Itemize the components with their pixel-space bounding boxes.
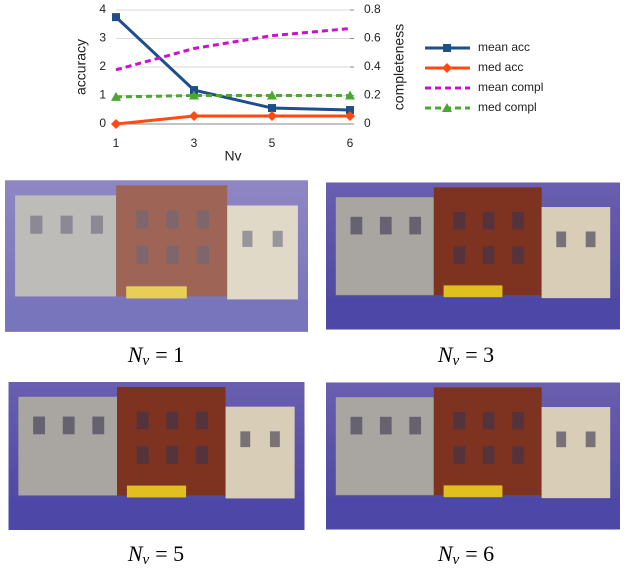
- series-line: [115, 94, 350, 99]
- data-point: [345, 90, 355, 100]
- caption-eq: = 1: [155, 342, 184, 367]
- caption: Nv = 6: [437, 541, 494, 568]
- caption: Nv = 3: [437, 342, 494, 369]
- data-point: [267, 111, 277, 122]
- caption-eq: = 6: [465, 541, 494, 566]
- legend-label: mean compl: [478, 80, 543, 94]
- data-point: [345, 111, 355, 122]
- data-point: [267, 90, 277, 100]
- y-tick-label: 3: [99, 31, 106, 45]
- data-point: [111, 91, 121, 101]
- y-tick-label: 4: [99, 2, 106, 16]
- reconstruction-image: [326, 182, 620, 330]
- series-line: [114, 16, 351, 112]
- series-line: [115, 114, 350, 126]
- y2-tick-label: 0.2: [364, 88, 381, 102]
- data-point: [268, 104, 276, 113]
- x-tick-label: 3: [191, 136, 198, 150]
- y-tick-label: 0: [99, 116, 106, 130]
- legend-label: mean acc: [478, 40, 530, 54]
- data-point: [346, 106, 354, 115]
- caption-sub: v: [143, 552, 150, 568]
- data-point: [111, 119, 121, 129]
- caption-var: N: [437, 342, 454, 367]
- y2-axis-label: completeness: [391, 24, 407, 110]
- data-point: [190, 86, 198, 95]
- x-tick-label: 6: [347, 136, 354, 150]
- caption-sub: v: [453, 353, 460, 369]
- y-axis-label: accuracy: [73, 39, 89, 95]
- legend-marker: [442, 63, 452, 73]
- x-tick-label: 1: [113, 136, 120, 150]
- y2-tick-label: 0.8: [364, 2, 381, 16]
- legend-marker: [442, 103, 452, 112]
- legend-marker: [443, 44, 451, 52]
- y2-tick-label: 0.6: [364, 31, 381, 45]
- y2-tick-label: 0.4: [364, 59, 381, 73]
- legend-label: med acc: [478, 60, 523, 74]
- x-tick-label: 5: [269, 136, 276, 150]
- series-line: [115, 27, 351, 72]
- x-axis-label: Nv: [224, 148, 241, 164]
- caption: Nv = 5: [127, 541, 184, 568]
- caption-sub: v: [143, 353, 150, 369]
- caption-eq: = 3: [465, 342, 494, 367]
- y2-tick-label: 0: [364, 116, 371, 130]
- caption-var: N: [127, 342, 144, 367]
- caption-sub: v: [453, 552, 460, 568]
- reconstruction-image: [5, 180, 308, 332]
- y-tick-label: 2: [99, 59, 106, 73]
- caption-var: N: [437, 541, 454, 566]
- caption-eq: = 5: [155, 541, 184, 566]
- data-point: [189, 90, 199, 100]
- data-point: [112, 13, 120, 22]
- reconstruction-image: [326, 382, 620, 530]
- reconstruction-image: [8, 382, 305, 530]
- y-tick-label: 1: [99, 88, 106, 102]
- caption-var: N: [127, 541, 144, 566]
- caption: Nv = 1: [127, 342, 184, 369]
- legend-label: med compl: [478, 100, 537, 114]
- data-point: [189, 111, 199, 122]
